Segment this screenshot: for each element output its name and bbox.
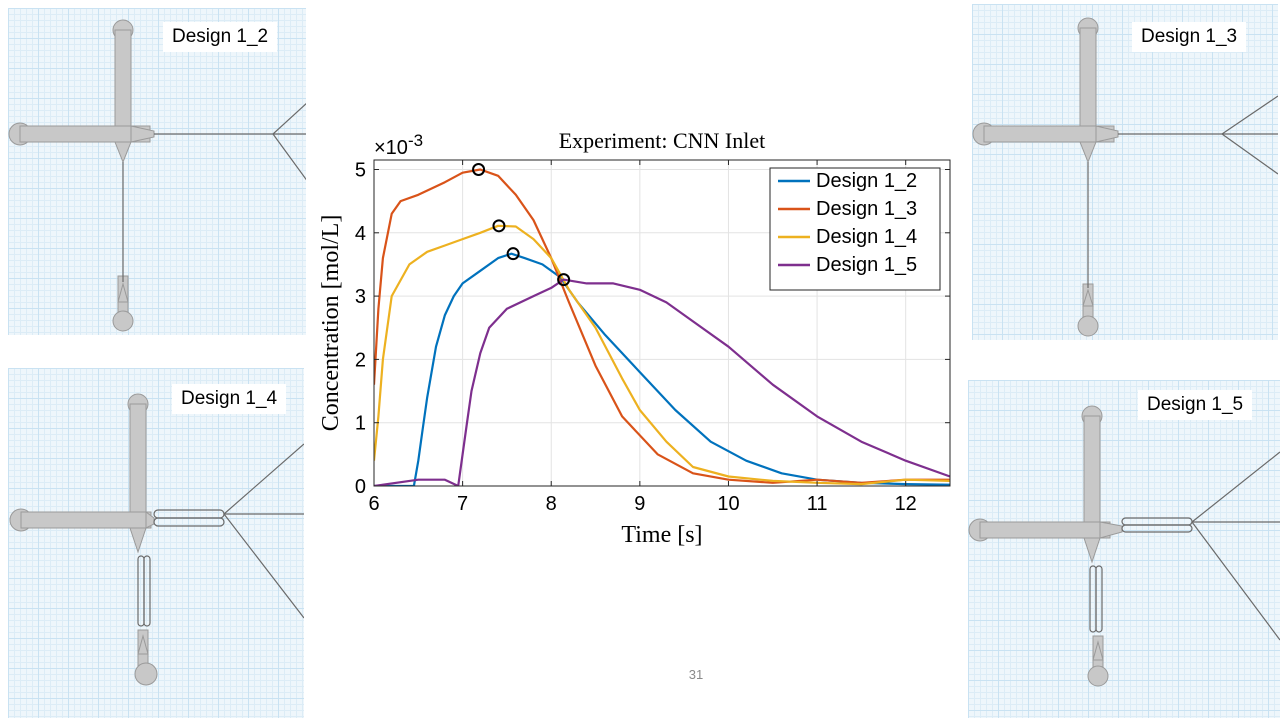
peak-marker [557,273,571,287]
legend-box [769,167,941,291]
y-tick-label: 4 [355,223,366,245]
chart-title: Experiment: CNN Inlet [559,128,766,153]
channel-schematic-1-2 [8,19,306,332]
design-panel-1-5: Design 1_5 [968,380,1280,718]
page-number: 31 [688,667,704,682]
legend-entry: Design 1_4 [816,226,917,248]
legend-entry: Design 1_2 [816,170,917,192]
x-axis-label: Time [s] [621,522,702,548]
peak-marker [492,219,506,233]
y-tick-label: 2 [355,349,366,371]
y-tick-label: 3 [355,286,366,308]
series-line [374,278,950,486]
axes-box [373,159,951,487]
x-tick-label: 9 [634,493,645,515]
channel-schematic-1-5 [968,405,1280,687]
design-panel-1-4: Design 1_4 [8,368,304,718]
peak-marker [506,247,520,261]
y-exponent-label: ×10-3 [374,131,423,159]
legend: Design 1_2 Design 1_3 Design 1_4 Design 1_5 [769,167,941,291]
design-label: Design 1_5 [1138,390,1253,420]
series-line [374,252,950,486]
legend-entry: Design 1_3 [816,198,917,220]
series-line [374,224,950,486]
ticks [373,160,950,487]
peak-marker [472,162,486,176]
y-tick-label: 0 [355,476,366,498]
y-tick-label: 1 [355,413,366,435]
x-tick-label: 11 [807,493,828,515]
x-tick-label: 10 [717,493,739,515]
x-tick-label: 8 [546,493,557,515]
channel-schematic-1-4 [9,393,304,686]
y-axis-label: Concentration [mol/L] [318,215,344,432]
design-label: Design 1_3 [1132,22,1247,52]
design-panel-1-3: Design 1_3 [972,4,1278,340]
x-tick-label: 7 [457,493,468,515]
x-tick-label: 6 [368,493,379,515]
x-tick-label: 12 [895,493,917,515]
series-group [374,168,950,486]
design-panel-1-2: Design 1_2 [8,8,306,335]
design-label: Design 1_4 [172,384,287,414]
channel-schematic-1-3 [972,17,1278,337]
legend-entry: Design 1_5 [816,254,917,276]
y-tick-label: 5 [355,159,366,181]
design-label: Design 1_2 [163,22,278,52]
